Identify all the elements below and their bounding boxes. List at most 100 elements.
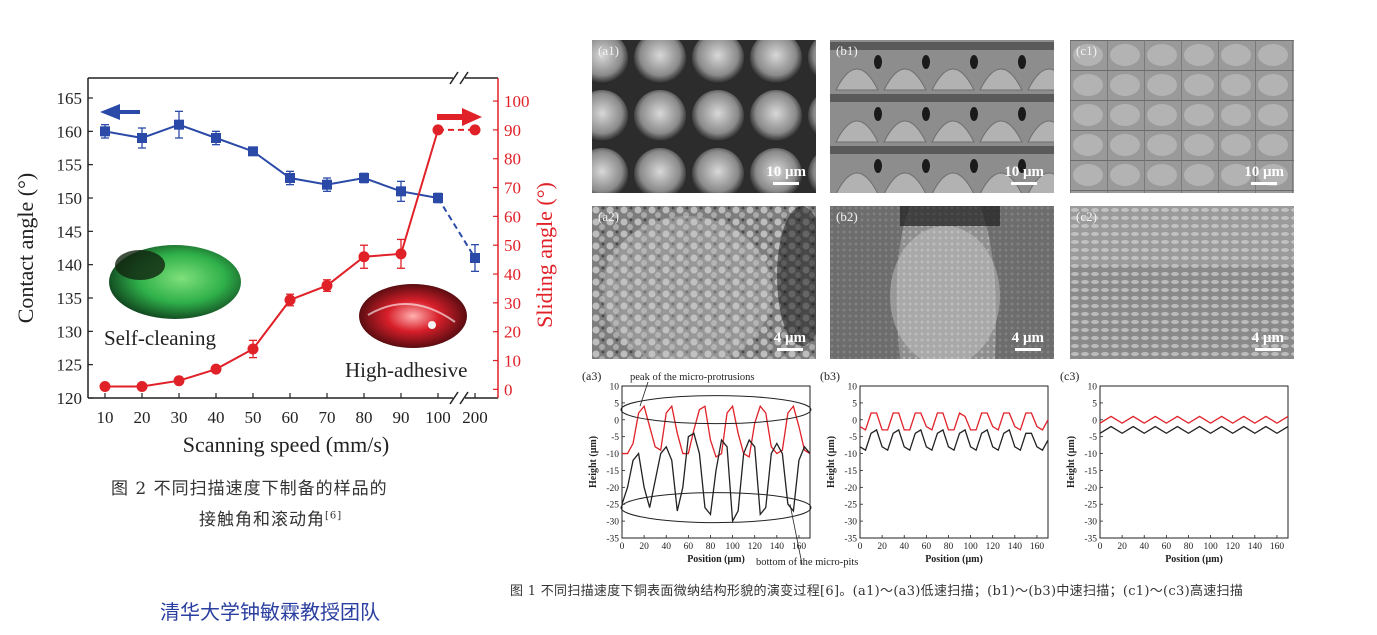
- x-axis-title: Position (μm): [687, 554, 745, 565]
- annotation-peak: peak of the micro-protrusions: [630, 372, 755, 383]
- sem-image-c2: (c2) 4 μm: [1070, 206, 1294, 359]
- scale-bar: 4 μm: [1012, 330, 1044, 351]
- x-tick-label: 0: [858, 542, 863, 552]
- y-tick-label: 0: [852, 416, 857, 426]
- sliding-angle-point: [395, 248, 407, 260]
- y-right-tick-label: 10: [504, 352, 521, 371]
- y-tick-label: -15: [844, 467, 857, 477]
- y-tick-label: -35: [844, 535, 857, 545]
- y-axis-title: Height (μm): [1066, 436, 1077, 488]
- sliding-angle-point: [284, 294, 296, 306]
- y-tick-label: 10: [610, 383, 620, 393]
- profile-line-red: [1099, 415, 1289, 424]
- x-tick-label: 60: [282, 408, 299, 427]
- y-right-tick-label: 0: [504, 380, 513, 399]
- x-tick-label: 40: [208, 408, 225, 427]
- micro-protrusion: [808, 40, 816, 77]
- sem-image-a1: (a1) 10 μm: [592, 40, 816, 193]
- y-tick-label: -20: [1084, 484, 1097, 494]
- micro-protrusion: [634, 148, 686, 193]
- profile-line-black: [1099, 425, 1289, 435]
- y-tick-label: -15: [606, 467, 619, 477]
- scale-bar: 4 μm: [1252, 330, 1284, 351]
- contact-angle-line: [104, 123, 439, 199]
- x-tick-label: 90: [393, 408, 410, 427]
- axis-break-mark: [459, 71, 469, 85]
- x-tick-label: 80: [1184, 542, 1194, 552]
- x-tick-label: 60: [684, 542, 694, 552]
- micro-cell: [835, 120, 879, 143]
- scale-text: 4 μm: [773, 330, 806, 346]
- micro-cell: [979, 172, 1023, 193]
- y-tick-label: -20: [606, 484, 619, 494]
- x-tick-label: 40: [1139, 542, 1149, 552]
- y-tick-label: -10: [844, 450, 857, 460]
- micro-cell: [931, 120, 975, 143]
- axis-break-mark: [449, 71, 459, 85]
- panel-label: (a2): [598, 209, 619, 224]
- y-right-axis-title: Sliding angle (°): [532, 182, 557, 328]
- x-tick-label: 40: [661, 542, 671, 552]
- panel-label: (b1): [836, 43, 858, 58]
- micro-protrusion: [750, 148, 802, 193]
- x-tick-label: 60: [1162, 542, 1172, 552]
- sem-texture: [830, 206, 1054, 359]
- y-right-tick-label: 70: [504, 179, 521, 198]
- y-right-tick-label: 100: [504, 92, 530, 111]
- x-tick-label: 20: [1117, 542, 1127, 552]
- left-figure-caption-line1: 图 2 不同扫描速度下制备的样品的: [111, 479, 388, 499]
- x-tick-label: 60: [922, 542, 932, 552]
- x-tick-label: 10: [97, 408, 114, 427]
- inset-label-high-adhesive: High-adhesive: [345, 358, 467, 382]
- sliding-angle-point: [99, 380, 111, 392]
- y-tick-label: 10: [848, 383, 858, 393]
- contact-angle-point: [470, 253, 480, 263]
- x-tick-label: 100: [963, 542, 978, 552]
- y-tick-label: -5: [1089, 433, 1097, 443]
- sliding-angle-point: [358, 251, 370, 263]
- y-tick-label: -30: [1084, 518, 1097, 528]
- micro-protrusion: [634, 40, 686, 84]
- micro-protrusion: [692, 90, 744, 142]
- micro-cell: [931, 68, 975, 91]
- contact-angle-point: [433, 193, 443, 203]
- y-tick-label: -20: [844, 484, 857, 494]
- panel-label: (b2): [836, 209, 858, 224]
- contact-angle-point: [248, 146, 258, 157]
- y-left-tick-label: 155: [57, 156, 83, 175]
- contact-angle-point: [322, 179, 332, 190]
- contact-angle-point: [100, 126, 110, 137]
- y-left-tick-label: 165: [57, 89, 83, 108]
- annotation-arrow-top: [639, 381, 649, 407]
- x-tick-label: 20: [639, 542, 649, 552]
- micro-cell: [835, 68, 879, 91]
- x-tick-label: 80: [356, 408, 373, 427]
- sem-image-b2: (b2) 4 μm: [830, 206, 1054, 359]
- y-left-tick-label: 140: [57, 256, 83, 275]
- y-tick-label: 5: [614, 399, 619, 409]
- y-left-axis-title: Contact angle (°): [13, 173, 38, 324]
- sliding-angle-line: [105, 129, 439, 388]
- y-tick-label: -5: [849, 433, 857, 443]
- micro-protrusion: [750, 40, 802, 84]
- x-tick-label: 20: [134, 408, 151, 427]
- y-tick-label: -35: [1084, 535, 1097, 545]
- profile-line-black: [859, 428, 1049, 452]
- sliding-angle-point: [432, 124, 444, 136]
- micro-protrusion: [692, 40, 744, 84]
- panel-label: (c2): [1076, 209, 1097, 224]
- self-cleaning-inset-image: [109, 245, 241, 319]
- annotation-arrow-bottom: [789, 504, 803, 565]
- caption-ref: [6]: [325, 510, 343, 522]
- x-axis-title: Position (μm): [925, 554, 983, 565]
- y-right-tick-label: 50: [504, 236, 521, 255]
- sem-texture: [592, 40, 816, 193]
- x-tick-label: 50: [245, 408, 262, 427]
- micro-protrusion: [592, 148, 628, 193]
- panel-label: (a1): [598, 43, 619, 58]
- x-tick-label: 160: [1270, 542, 1285, 552]
- y-right-tick-label: 20: [504, 323, 521, 342]
- left-figure-caption-line2: 接触角和滚动角[6]: [199, 505, 342, 530]
